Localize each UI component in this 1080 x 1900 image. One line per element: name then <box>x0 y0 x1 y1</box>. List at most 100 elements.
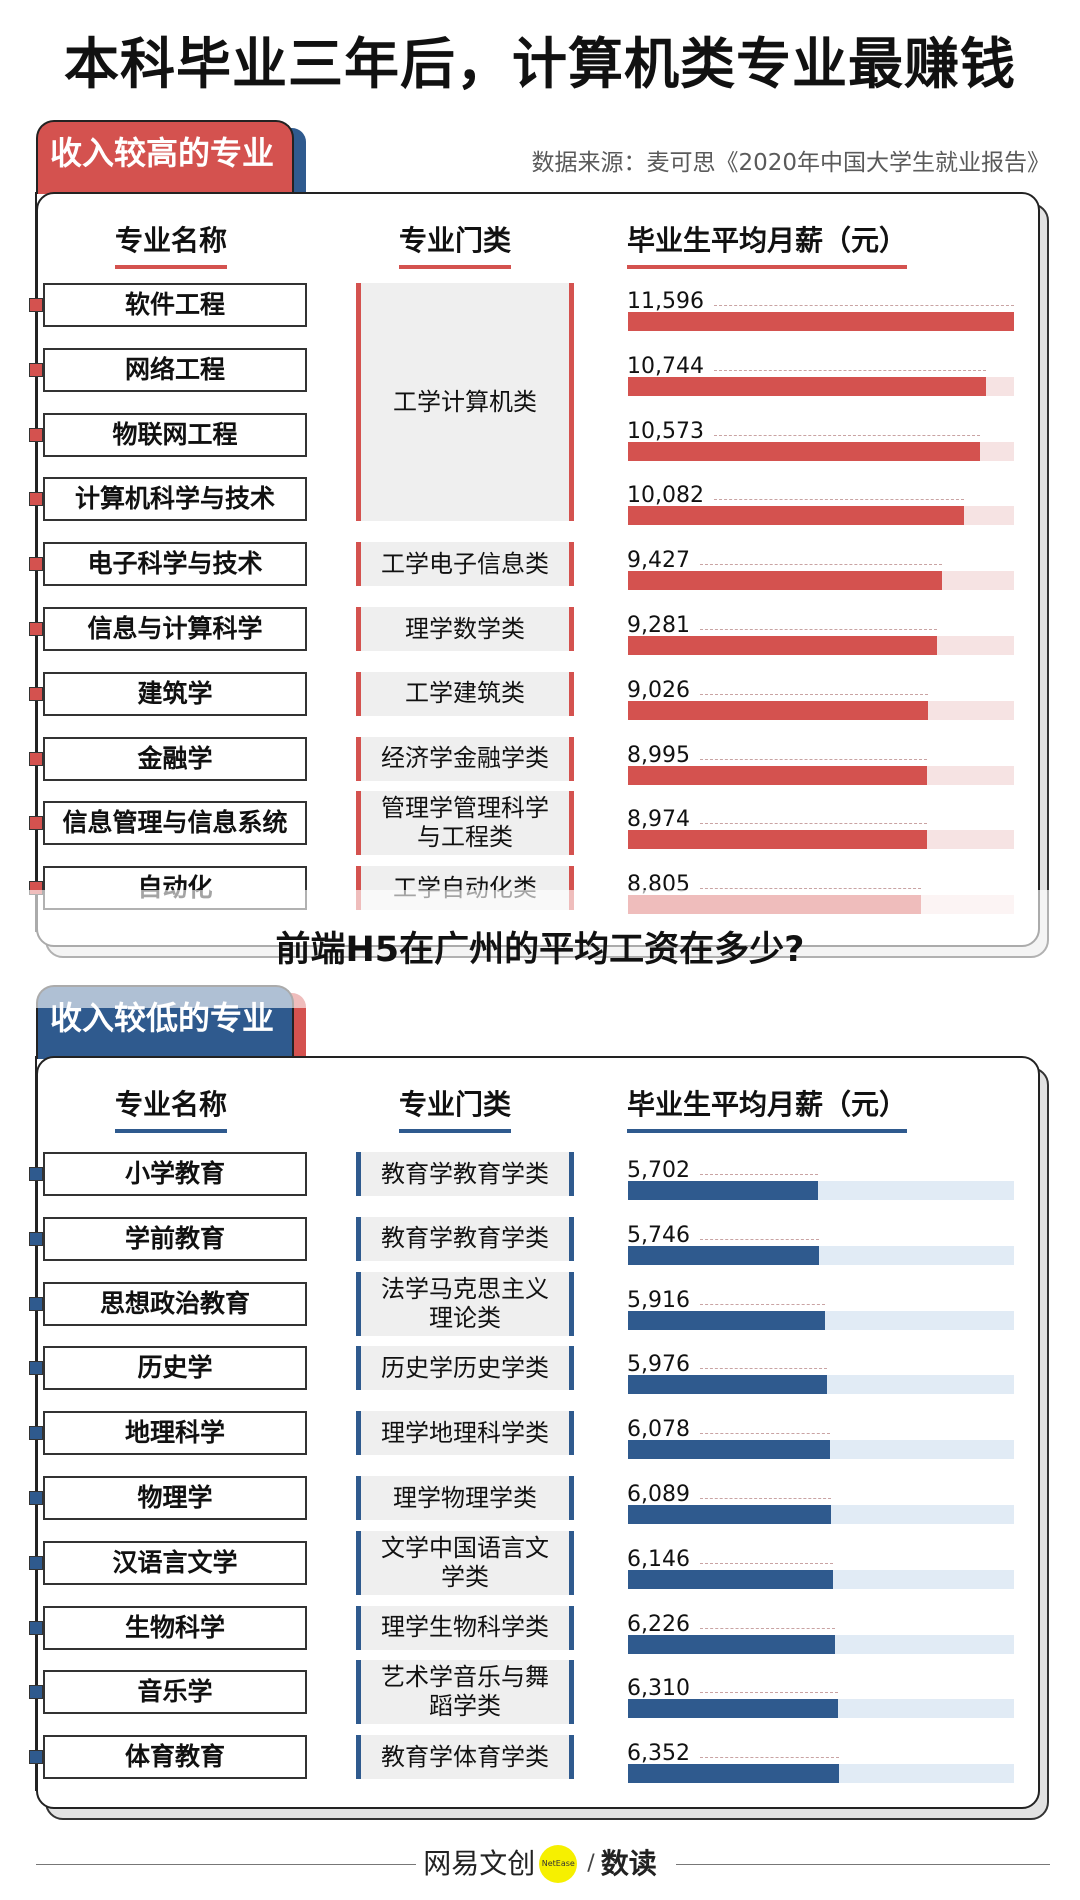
major-category: 教育学体育学类 <box>356 1735 574 1780</box>
row-marker-icon <box>29 1361 43 1376</box>
major-category: 文学中国语言文学类 <box>356 1530 574 1595</box>
row-marker-icon <box>29 751 43 766</box>
salary-bar-track <box>628 1764 1014 1784</box>
low-header-salary: 毕业生平均月薪（元） <box>627 1085 908 1133</box>
major-name: 网络工程 <box>43 347 307 392</box>
value-guide-line <box>700 758 927 760</box>
salary-bar-track <box>628 830 1014 850</box>
overlay-band <box>0 890 1080 1008</box>
row-marker-icon <box>29 1167 43 1181</box>
salary-bar-track <box>628 1181 1014 1200</box>
salary-value: 6,146 <box>627 1546 690 1572</box>
major-category: 艺术学音乐与舞蹈学类 <box>356 1660 574 1725</box>
major-category: 历史学历史学类 <box>356 1346 574 1391</box>
salary-bar-track <box>628 376 1014 396</box>
value-guide-line <box>700 1174 818 1175</box>
salary-value: 9,281 <box>627 613 690 638</box>
salary-value: 6,310 <box>627 1676 690 1702</box>
value-guide-line <box>700 1757 839 1759</box>
value-guide-line <box>700 629 937 630</box>
major-name: 学前教育 <box>43 1216 307 1261</box>
value-guide-line <box>714 305 1014 306</box>
salary-value: 6,078 <box>627 1417 690 1443</box>
salary-value: 5,746 <box>627 1222 690 1248</box>
major-category: 教育学教育学类 <box>356 1152 574 1196</box>
row-marker-icon <box>29 1296 43 1311</box>
salary-bar <box>628 1245 819 1265</box>
salary-bar <box>628 1181 818 1200</box>
row-marker-icon <box>29 427 43 442</box>
row-marker-icon <box>29 1231 43 1246</box>
major-category: 理学地理科学类 <box>356 1411 574 1456</box>
salary-bar-track <box>628 1505 1014 1524</box>
low-timeline <box>35 1056 37 1791</box>
salary-bar-track <box>628 1634 1014 1654</box>
major-name: 信息与计算科学 <box>43 607 307 651</box>
row-marker-icon <box>29 492 43 507</box>
major-name: 建筑学 <box>43 671 307 716</box>
row-marker-icon <box>29 1491 43 1505</box>
salary-value: 6,089 <box>627 1482 690 1507</box>
footer-logo: 网易文创 NetEase / 数读 <box>423 1840 657 1888</box>
salary-bar-track <box>628 765 1014 785</box>
low-header-category: 专业门类 <box>399 1085 512 1133</box>
salary-bar-track <box>628 1699 1014 1719</box>
high-tab-label: 收入较高的专业 <box>50 134 275 172</box>
salary-value: 10,573 <box>627 418 704 444</box>
row-marker-icon <box>29 362 43 377</box>
salary-value: 11,596 <box>627 289 704 314</box>
salary-bar-track <box>628 700 1014 720</box>
salary-bar <box>628 1375 827 1395</box>
value-guide-line <box>700 1562 833 1564</box>
value-guide-line <box>700 888 921 890</box>
salary-bar <box>628 1569 833 1589</box>
major-category: 理学生物科学类 <box>356 1605 574 1650</box>
salary-value: 8,995 <box>627 742 690 768</box>
major-category: 理学物理学类 <box>356 1476 574 1520</box>
row-marker-icon <box>29 1750 43 1765</box>
major-category: 工学建筑类 <box>356 671 574 716</box>
value-guide-line <box>714 369 986 371</box>
major-name: 历史学 <box>43 1346 307 1391</box>
high-header-category: 专业门类 <box>399 221 512 269</box>
high-header-salary: 毕业生平均月薪（元） <box>627 221 908 269</box>
footer: 网易文创 NetEase / 数读 <box>0 1840 1080 1890</box>
salary-value: 5,916 <box>627 1287 690 1313</box>
high-header-name: 专业名称 <box>115 221 228 269</box>
major-name: 汉语言文学 <box>43 1540 307 1585</box>
row-marker-icon <box>29 1685 43 1700</box>
major-name: 信息管理与信息系统 <box>43 801 307 846</box>
salary-bar <box>628 441 980 461</box>
salary-bar-track <box>628 312 1014 331</box>
footer-sub-brand: 数读 <box>600 1847 657 1880</box>
major-category: 法学马克思主义理论类 <box>356 1271 574 1336</box>
salary-value: 5,976 <box>627 1352 690 1378</box>
salary-bar <box>628 1699 838 1719</box>
salary-bar-track <box>628 1569 1014 1589</box>
major-category: 工学计算机类 <box>356 283 574 522</box>
salary-value: 6,352 <box>627 1741 690 1767</box>
salary-value: 10,082 <box>627 483 704 509</box>
major-category: 理学数学类 <box>356 607 574 651</box>
major-category: 工学电子信息类 <box>356 542 574 587</box>
major-name: 生物科学 <box>43 1605 307 1650</box>
major-name: 计算机科学与技术 <box>43 477 307 522</box>
salary-bar <box>628 571 942 591</box>
salary-bar-track <box>628 1440 1014 1460</box>
salary-bar <box>628 1310 825 1330</box>
salary-bar <box>628 700 928 720</box>
salary-value: 9,026 <box>627 677 690 703</box>
salary-value: 5,702 <box>627 1158 690 1183</box>
value-guide-line <box>700 1498 831 1499</box>
value-guide-line <box>700 693 928 695</box>
footer-line-right <box>676 1864 1050 1865</box>
salary-bar-track <box>628 506 1014 526</box>
major-name: 物联网工程 <box>43 412 307 457</box>
row-marker-icon <box>29 686 43 701</box>
netease-badge-icon: NetEase <box>539 1845 578 1883</box>
high-tab: 收入较高的专业 <box>36 120 294 194</box>
row-marker-icon <box>29 622 43 636</box>
salary-bar <box>628 506 964 526</box>
overlay-question: 前端H5在广州的平均工资在多少? <box>275 930 805 970</box>
major-category: 管理学管理科学与工程类 <box>356 791 574 856</box>
